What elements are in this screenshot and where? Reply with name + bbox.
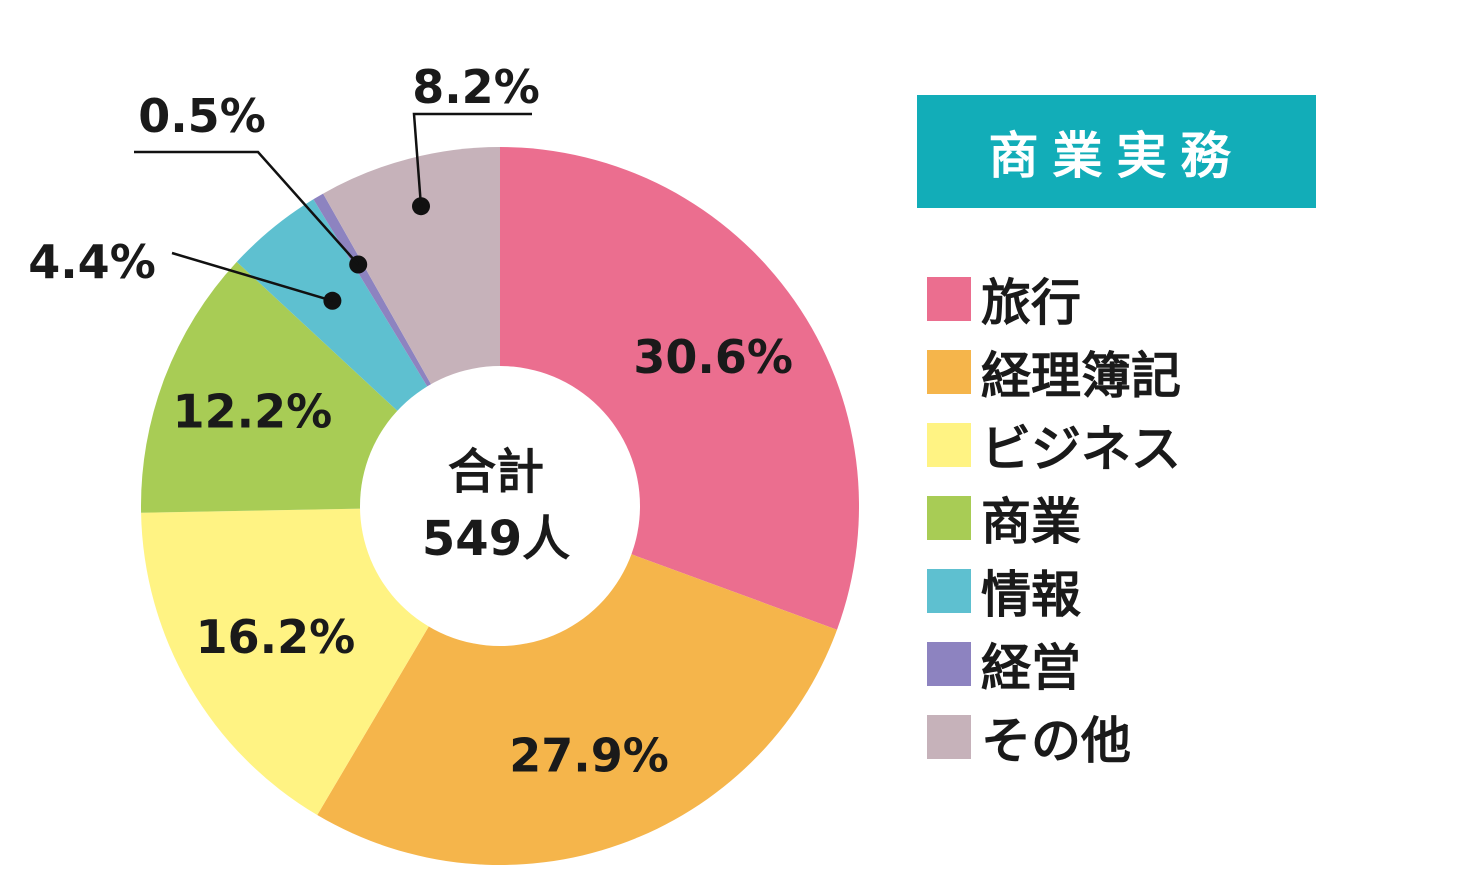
legend-item-6: その他 [927,700,1181,773]
legend-label-1: 経理簿記 [981,346,1181,405]
legend-item-1: 経理簿記 [927,335,1181,408]
legend-item-0: 旅行 [927,262,1181,335]
slice-label-0: 30.6% [633,330,793,384]
legend-swatch-3 [927,495,971,540]
legend-swatch-2 [927,422,971,467]
slice-label-6: 8.2% [412,60,540,114]
chart-title: 商業実務 [988,126,1245,185]
legend-label-4: 情報 [981,565,1081,624]
slice-label-4: 4.4% [28,235,156,289]
slice-label-2: 16.2% [196,610,356,664]
labels-layer: 30.6% 27.9% 16.2% 12.2% 4.4% 0.5% 8.2% [28,60,793,783]
slice-label-1: 27.9% [509,729,669,783]
legend-label-2: ビジネス [981,419,1181,478]
legend: 旅行経理簿記ビジネス商業情報経営その他 [927,262,1181,773]
leader-line-4 [171,251,333,302]
legend-label-6: その他 [981,711,1131,770]
legend-swatch-6 [927,714,971,759]
legend-swatch-4 [927,568,971,613]
center-label-line1: 合計 [448,444,544,500]
center-label: 合計 549人 [422,444,570,567]
legend-label-0: 旅行 [981,273,1081,332]
donut-hole [360,366,640,646]
legend-label-3: 商業 [981,492,1081,551]
leader-line-6 [412,112,532,207]
chart-title-box: 商業実務 [917,95,1316,208]
legend-item-2: ビジネス [927,408,1181,481]
center-label-line2: 549人 [422,511,570,567]
legend-swatch-0 [927,276,971,321]
legend-label-5: 経営 [981,638,1081,697]
slice-label-3: 12.2% [173,385,333,439]
legend-item-3: 商業 [927,481,1181,554]
legend-swatch-1 [927,349,971,394]
legend-item-4: 情報 [927,554,1181,627]
leader-line-5 [134,150,360,266]
legend-item-5: 経営 [927,627,1181,700]
slice-label-5: 0.5% [138,89,266,143]
legend-swatch-5 [927,641,971,686]
